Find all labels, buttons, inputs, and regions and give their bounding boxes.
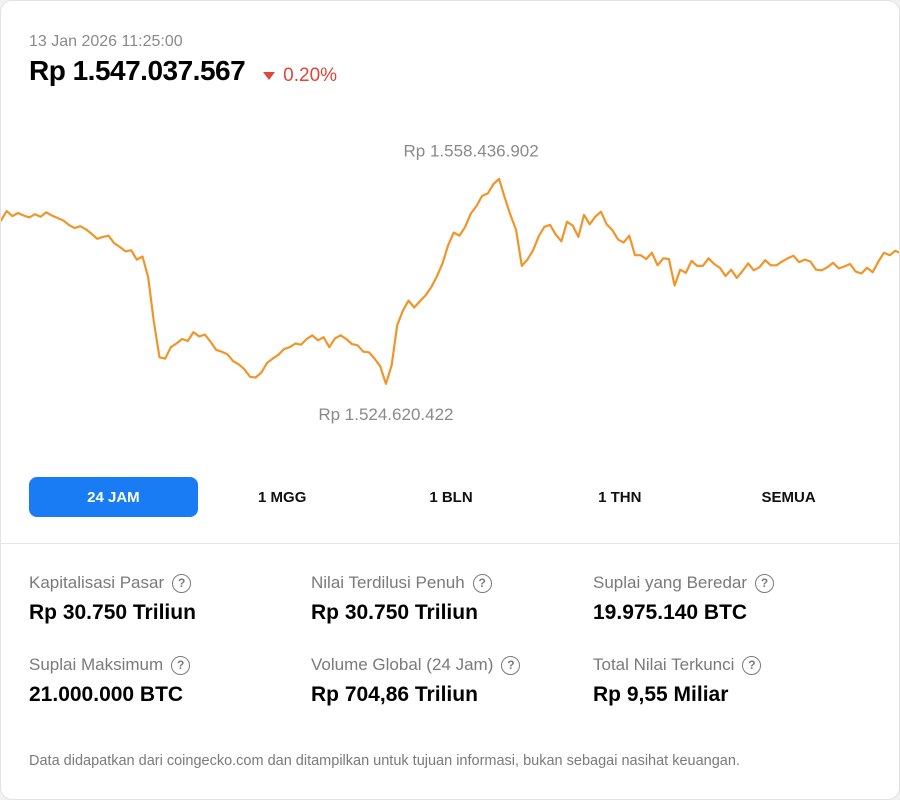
stat-label-text: Volume Global (24 Jam)	[311, 655, 494, 674]
price-change-value: 0.20%	[283, 65, 338, 86]
divider	[1, 543, 899, 544]
range-button-1-mgg[interactable]: 1 MGG	[258, 488, 307, 506]
stat-value: 19.975.140 BTC	[593, 601, 748, 624]
stat-value: Rp 30.750 Triliun	[29, 601, 196, 624]
help-icon[interactable]: ?	[472, 573, 492, 593]
range-button-1-thn[interactable]: 1 THN	[598, 488, 642, 506]
stat-label: Total Nilai Terkunci?	[593, 655, 875, 675]
triangle-down-icon	[263, 72, 276, 80]
timestamp: 13 Jan 2026 11:25:00	[29, 33, 183, 50]
stat-label-text: Suplai Maksimum	[29, 655, 164, 674]
time-range-selector: 24 JAM 1 MGG 1 BLN 1 THN SEMUA	[29, 477, 873, 517]
stat-label-text: Total Nilai Terkunci	[593, 655, 735, 674]
help-icon[interactable]: ?	[742, 655, 762, 675]
stat-value: Rp 30.750 Triliun	[311, 601, 478, 624]
help-icon[interactable]: ?	[172, 573, 192, 593]
range-button-1-bln[interactable]: 1 BLN	[429, 488, 473, 506]
stat-label: Kapitalisasi Pasar?	[29, 573, 311, 593]
high-price-label: Rp 1.558.436.902	[404, 142, 539, 161]
stat-label-text: Suplai yang Beredar	[593, 573, 748, 592]
help-icon[interactable]: ?	[755, 573, 775, 593]
current-price: Rp 1.547.037.567	[29, 55, 246, 86]
stat-label: Nilai Terdilusi Penuh?	[311, 573, 593, 593]
stat-item: Volume Global (24 Jam)? Rp 704,86 Triliun	[311, 655, 593, 707]
range-button-semua[interactable]: SEMUA	[761, 488, 816, 506]
stat-item: Total Nilai Terkunci? Rp 9,55 Miliar	[593, 655, 875, 707]
stat-label: Volume Global (24 Jam)?	[311, 655, 593, 675]
stat-item: Suplai yang Beredar? 19.975.140 BTC	[593, 573, 875, 625]
stat-value: Rp 9,55 Miliar	[593, 683, 729, 706]
stat-value: Rp 704,86 Triliun	[311, 683, 478, 706]
price-line	[1, 177, 899, 385]
stat-label-text: Nilai Terdilusi Penuh	[311, 573, 465, 592]
stat-item: Kapitalisasi Pasar? Rp 30.750 Triliun	[29, 573, 311, 625]
help-icon[interactable]: ?	[501, 655, 521, 675]
stat-label: Suplai Maksimum?	[29, 655, 311, 675]
help-icon[interactable]: ?	[171, 655, 191, 675]
price-chart[interactable]: Rp 1.558.436.902 Rp 1.524.620.422	[1, 111, 900, 451]
price-change: 0.20%	[263, 65, 337, 87]
stat-item: Nilai Terdilusi Penuh? Rp 30.750 Triliun	[311, 573, 593, 625]
stat-label: Suplai yang Beredar?	[593, 573, 875, 593]
disclaimer: Data didapatkan dari coingecko.com dan d…	[29, 753, 740, 769]
price-row: Rp 1.547.037.567 0.20%	[29, 55, 337, 87]
range-button-24-jam[interactable]: 24 JAM	[29, 477, 198, 517]
stats-grid: Kapitalisasi Pasar? Rp 30.750 Triliun Nila…	[29, 573, 879, 707]
low-price-label: Rp 1.524.620.422	[318, 405, 453, 424]
stat-label-text: Kapitalisasi Pasar	[29, 573, 165, 592]
stat-value: 21.000.000 BTC	[29, 683, 184, 706]
stat-item: Suplai Maksimum? 21.000.000 BTC	[29, 655, 311, 707]
